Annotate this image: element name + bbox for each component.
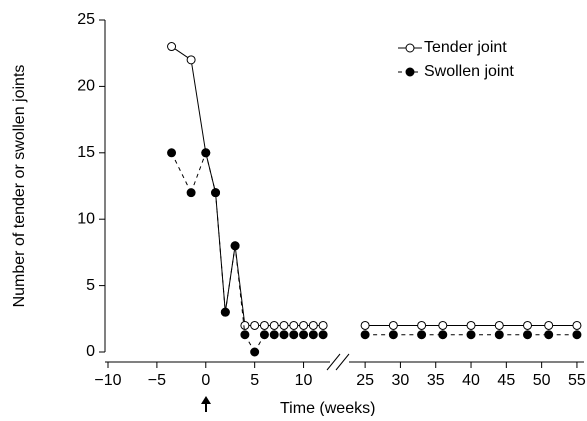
data-point <box>289 320 299 330</box>
x-tick-label: 30 <box>392 372 410 389</box>
data-point <box>201 148 211 158</box>
data-point <box>279 320 289 330</box>
data-point <box>186 55 196 65</box>
data-point <box>494 320 504 330</box>
x-tick-label: 45 <box>497 372 515 389</box>
arrow-marker <box>201 396 211 404</box>
data-point <box>211 188 221 198</box>
data-point <box>388 330 398 340</box>
data-point <box>417 320 427 330</box>
y-tick-label: 20 <box>77 78 95 95</box>
connector <box>215 192 226 313</box>
data-point <box>572 330 582 340</box>
y-tick-label: 15 <box>77 144 95 161</box>
x-tick-label: 40 <box>462 372 480 389</box>
data-point <box>523 320 533 330</box>
connector <box>190 152 207 193</box>
data-point <box>308 320 318 330</box>
y-tick-label: 10 <box>77 210 95 227</box>
data-point <box>240 320 250 330</box>
x-tick-label: 50 <box>533 372 551 389</box>
data-point <box>544 330 554 340</box>
data-point <box>388 320 398 330</box>
x-tick-label: 55 <box>568 372 586 389</box>
data-point <box>466 330 476 340</box>
data-point <box>167 42 177 52</box>
data-point <box>167 148 177 158</box>
data-point <box>466 320 476 330</box>
y-tick-label: 5 <box>86 277 95 294</box>
data-point <box>494 330 504 340</box>
data-point <box>360 330 370 340</box>
axis-break <box>335 353 350 371</box>
data-point <box>269 330 279 340</box>
connector <box>234 245 246 326</box>
data-point <box>544 320 554 330</box>
legend-label: Swollen joint <box>424 63 514 80</box>
data-point <box>417 330 427 340</box>
x-tick-label: −5 <box>148 372 166 389</box>
y-axis-label: Number of tender or swollen joints <box>11 65 28 308</box>
data-point <box>259 320 269 330</box>
axis-break <box>326 353 341 371</box>
data-point <box>186 188 196 198</box>
legend-marker <box>405 43 415 53</box>
connector <box>224 245 236 313</box>
data-point <box>438 320 448 330</box>
data-point <box>523 330 533 340</box>
data-point <box>360 320 370 330</box>
x-tick-label: −10 <box>94 372 121 389</box>
data-point <box>299 320 309 330</box>
x-axis-label: Time (weeks) <box>280 400 375 416</box>
connector <box>234 245 246 335</box>
legend-marker <box>405 67 415 77</box>
connector <box>205 152 217 193</box>
data-point <box>318 320 328 330</box>
y-tick-label: 25 <box>77 11 95 28</box>
y-tick-label: 0 <box>86 343 95 360</box>
data-point <box>240 330 250 340</box>
data-point <box>572 320 582 330</box>
x-tick-label: 25 <box>356 372 374 389</box>
connector <box>171 152 192 193</box>
data-point <box>438 330 448 340</box>
legend-label: Tender joint <box>424 39 507 56</box>
data-point <box>318 330 328 340</box>
data-point <box>220 307 230 317</box>
data-point <box>308 330 318 340</box>
data-point <box>299 330 309 340</box>
x-tick-label: 10 <box>295 372 313 389</box>
connector <box>190 59 207 153</box>
data-point <box>230 241 240 251</box>
data-point <box>289 330 299 340</box>
x-tick-label: 5 <box>250 372 259 389</box>
data-point <box>250 347 260 357</box>
x-tick-label: 0 <box>201 372 210 389</box>
data-point <box>259 330 269 340</box>
data-point <box>269 320 279 330</box>
x-tick-label: 35 <box>427 372 445 389</box>
data-point <box>279 330 289 340</box>
data-point <box>250 320 260 330</box>
